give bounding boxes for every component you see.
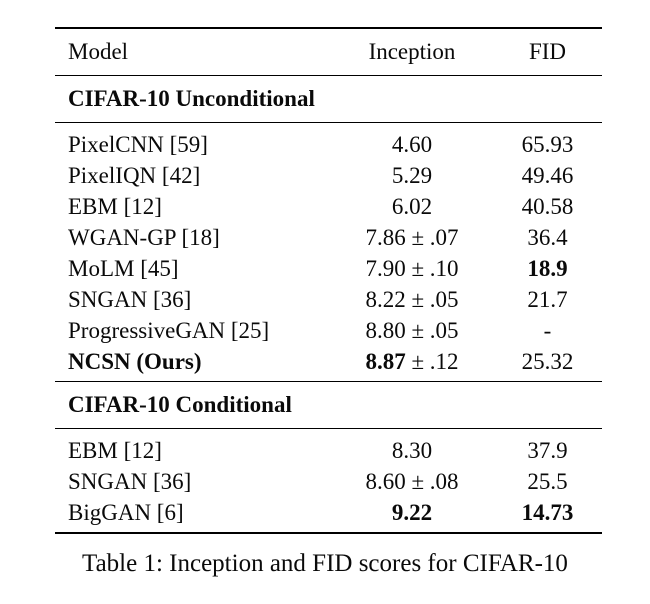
text: 5.29 <box>391 163 433 188</box>
text: WGAN-GP [18] <box>68 225 220 250</box>
text: EBM [12] <box>68 194 162 219</box>
model-cell: PixelCNN [59] <box>55 129 331 160</box>
text: 8.60 ± .08 <box>365 469 459 494</box>
inception-cell: 4.60 <box>331 129 493 160</box>
text: 37.9 <box>527 438 568 463</box>
text: - <box>543 318 552 343</box>
bold-text: 18.9 <box>527 256 568 281</box>
table-row: PixelIQN [42] 5.29 49.46 <box>55 160 602 191</box>
inception-cell: 7.90 ± .10 <box>331 253 493 284</box>
table-row: NCSN (Ours) 8.87 ± .12 25.32 <box>55 346 602 377</box>
inception-cell: 9.22 <box>331 497 493 528</box>
text: 25.5 <box>527 469 568 494</box>
table-row: SNGAN [36] 8.60 ± .08 25.5 <box>55 466 602 497</box>
model-cell: WGAN-GP [18] <box>55 222 331 253</box>
fid-cell: 40.58 <box>493 191 602 222</box>
column-header-fid: FID <box>528 39 567 64</box>
text: 4.60 <box>391 132 433 157</box>
text: EBM [12] <box>68 438 162 463</box>
fid-cell: 21.7 <box>493 284 602 315</box>
text: 8.80 ± .05 <box>365 318 459 343</box>
model-cell: MoLM [45] <box>55 253 331 284</box>
text: PixelCNN [59] <box>68 132 208 157</box>
text: SNGAN [36] <box>68 469 192 494</box>
text: 40.58 <box>521 194 574 219</box>
table-row: SNGAN [36] 8.22 ± .05 21.7 <box>55 284 602 315</box>
inception-cell: 8.22 ± .05 <box>331 284 493 315</box>
model-cell: EBM [12] <box>55 191 331 222</box>
text: 8.30 <box>391 438 433 463</box>
table-body: CIFAR-10 Unconditional PixelCNN [59] 4.60 6… <box>55 76 602 532</box>
model-cell: BigGAN [6] <box>55 497 331 528</box>
section-header: CIFAR-10 Conditional <box>55 382 602 429</box>
section-header: CIFAR-10 Unconditional <box>55 76 602 123</box>
table-row: EBM [12] 6.02 40.58 <box>55 191 602 222</box>
inception-cell: 8.30 <box>331 435 493 466</box>
text: 6.02 <box>391 194 433 219</box>
text: 7.86 ± .07 <box>365 225 459 250</box>
text: 25.32 <box>521 349 574 374</box>
text: BigGAN [6] <box>68 500 184 525</box>
fid-cell: 25.32 <box>493 346 602 377</box>
model-cell: ProgressiveGAN [25] <box>55 315 331 346</box>
table-row: ProgressiveGAN [25] 8.80 ± .05 - <box>55 315 602 346</box>
inception-cell: 8.60 ± .08 <box>331 466 493 497</box>
model-cell: EBM [12] <box>55 435 331 466</box>
table-caption: Table 1: Inception and FID scores for CI… <box>82 550 568 577</box>
table-row: MoLM [45] 7.90 ± .10 18.9 <box>55 253 602 284</box>
fid-cell: 37.9 <box>493 435 602 466</box>
table-header-row: Model Inception FID <box>55 29 602 76</box>
fid-cell: 14.73 <box>493 497 602 528</box>
text: 21.7 <box>527 287 568 312</box>
inception-cell: 6.02 <box>331 191 493 222</box>
model-cell: PixelIQN [42] <box>55 160 331 191</box>
column-header-inception: Inception <box>368 39 456 64</box>
bold-text: 8.87 <box>365 349 406 374</box>
table-row: WGAN-GP [18] 7.86 ± .07 36.4 <box>55 222 602 253</box>
column-header-model: Model <box>68 39 129 64</box>
inception-cell: 8.80 ± .05 <box>331 315 493 346</box>
table-row: PixelCNN [59] 4.60 65.93 <box>55 129 602 160</box>
results-table: Model Inception FID CIFAR-10 Uncondition… <box>55 27 602 534</box>
text: 8.22 ± .05 <box>365 287 459 312</box>
fid-cell: 49.46 <box>493 160 602 191</box>
text: ± .12 <box>405 349 459 374</box>
text: 7.90 ± .10 <box>365 256 459 281</box>
text: 65.93 <box>521 132 574 157</box>
section-rows: EBM [12] 8.30 37.9 SNGAN [36] 8.60 ± .08 25.5… <box>55 429 602 532</box>
fid-cell: - <box>493 315 602 346</box>
text: MoLM [45] <box>68 256 179 281</box>
text: PixelIQN [42] <box>68 163 201 188</box>
fid-cell: 65.93 <box>493 129 602 160</box>
inception-cell: 8.87 ± .12 <box>331 346 493 377</box>
table-row: EBM [12] 8.30 37.9 <box>55 435 602 466</box>
text: ProgressiveGAN [25] <box>68 318 270 343</box>
table-row: BigGAN [6] 9.22 14.73 <box>55 497 602 528</box>
bold-text: 9.22 <box>391 500 433 525</box>
inception-cell: 5.29 <box>331 160 493 191</box>
model-cell: SNGAN [36] <box>55 466 331 497</box>
fid-cell: 18.9 <box>493 253 602 284</box>
model-cell: SNGAN [36] <box>55 284 331 315</box>
bold-text: NCSN (Ours) <box>68 349 202 374</box>
section-rows: PixelCNN [59] 4.60 65.93 PixelIQN [42] 5.29 4… <box>55 123 602 382</box>
bold-text: 14.73 <box>521 500 574 525</box>
model-cell: NCSN (Ours) <box>55 346 331 377</box>
fid-cell: 25.5 <box>493 466 602 497</box>
text: 36.4 <box>527 225 568 250</box>
text: 49.46 <box>521 163 574 188</box>
text: SNGAN [36] <box>68 287 192 312</box>
fid-cell: 36.4 <box>493 222 602 253</box>
inception-cell: 7.86 ± .07 <box>331 222 493 253</box>
